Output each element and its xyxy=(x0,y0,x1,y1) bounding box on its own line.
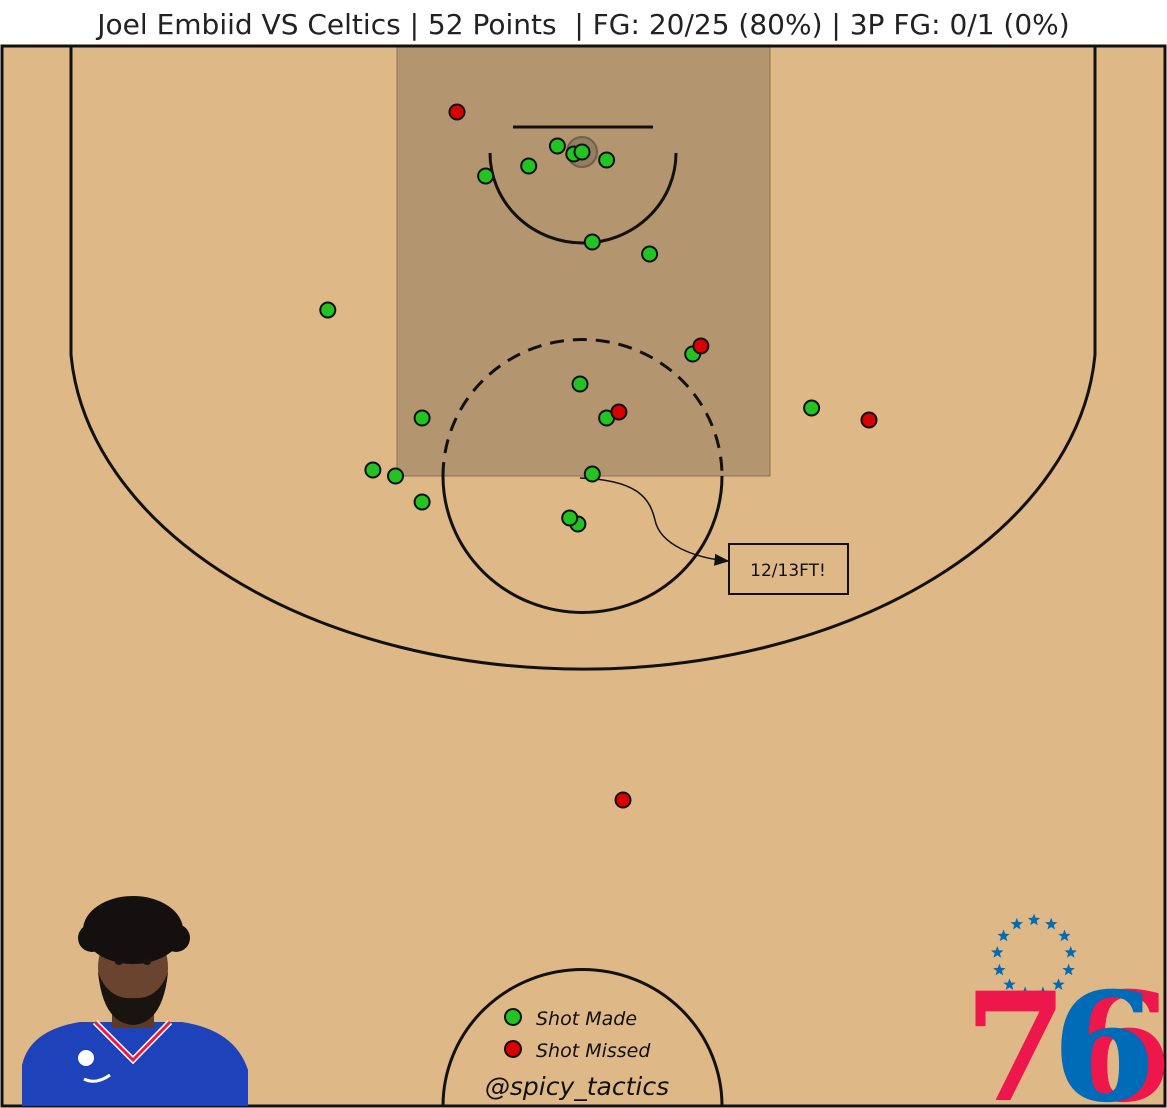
sixers-76-logo: 76 6 xyxy=(964,913,1167,1108)
legend-made-marker xyxy=(504,1008,522,1026)
shot-made-point xyxy=(583,465,601,483)
logo-star xyxy=(1052,978,1065,990)
logo-star xyxy=(1036,986,1049,999)
shot-made-point xyxy=(520,157,538,175)
legend-made-label: Shot Made xyxy=(536,1008,637,1030)
shot-missed-point xyxy=(692,337,710,355)
shot-made-point xyxy=(413,409,431,427)
shot-made-point xyxy=(573,143,591,161)
shot-made-point xyxy=(319,301,337,319)
shot-missed-point xyxy=(448,103,466,121)
logo-star xyxy=(997,929,1010,942)
court-border xyxy=(0,44,1167,1108)
logo-star xyxy=(1003,978,1016,990)
shot-made-point xyxy=(477,167,495,185)
shot-made-point xyxy=(387,467,404,485)
annotation-text: 12/13FT! xyxy=(750,561,826,581)
shot-made-point xyxy=(364,461,382,479)
player-portrait-icon xyxy=(22,896,248,1106)
free-throw-circle-solid xyxy=(441,475,724,614)
shot-made-point xyxy=(803,399,821,417)
shot-made-point xyxy=(413,493,431,511)
logo-star xyxy=(1064,946,1077,958)
shot-made-point xyxy=(583,233,601,251)
logo-star xyxy=(1062,963,1075,976)
shot-missed-point xyxy=(610,403,628,421)
legend-missed-marker xyxy=(504,1040,522,1058)
watermark-handle: @spicy_tactics xyxy=(485,1072,669,1101)
logo-star xyxy=(991,946,1004,958)
shot-made-point xyxy=(571,375,589,393)
free-throw-circle-dashed xyxy=(441,338,724,477)
logo-stars xyxy=(991,913,1077,999)
logo-star xyxy=(1019,986,1032,999)
logo-star xyxy=(993,963,1006,976)
logo-star xyxy=(1058,929,1071,942)
logo-star xyxy=(1010,917,1023,930)
annotation-arrow xyxy=(579,477,730,566)
shot-missed-point xyxy=(860,411,878,429)
shot-made-point xyxy=(561,509,579,527)
logo-76-text: 76 xyxy=(964,960,1167,1108)
annotation-box xyxy=(728,543,849,595)
center-circle xyxy=(441,968,724,1106)
three-point-line xyxy=(69,46,1097,671)
shot-made-point xyxy=(598,151,616,169)
logo-6-overlay: 6 xyxy=(1052,960,1156,1108)
legend: Shot Made Shot Missed xyxy=(504,1008,651,1062)
logo-star xyxy=(1027,913,1041,926)
legend-missed-label: Shot Missed xyxy=(536,1040,651,1062)
chart-title: Joel Embiid VS Celtics | 52 Points | FG:… xyxy=(97,8,1070,41)
shot-missed-point xyxy=(614,791,632,809)
shot-markers xyxy=(319,103,878,809)
shot-made-point xyxy=(548,137,566,155)
shot-made-point xyxy=(641,245,659,263)
restricted-area xyxy=(488,152,678,245)
logo-star xyxy=(1045,917,1058,930)
